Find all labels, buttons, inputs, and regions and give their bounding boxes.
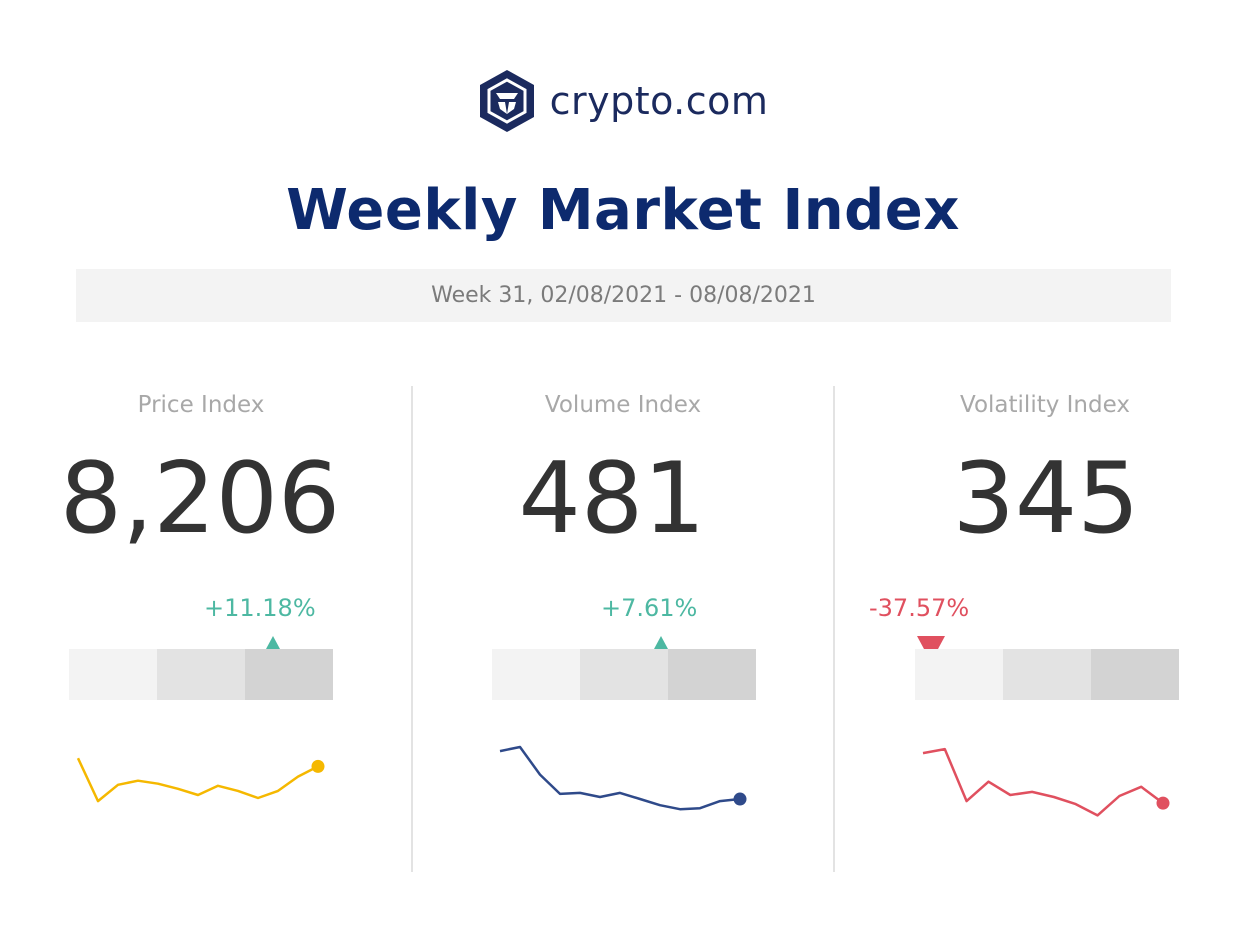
volatility-index-value: 345 — [952, 442, 1140, 556]
volatility-index-trend-sparkline — [922, 747, 1170, 817]
price-index-change: +11.18% — [204, 594, 316, 622]
price-index-level-band — [69, 649, 333, 700]
level-segment-medium — [157, 649, 245, 700]
brand-name: crypto.com — [549, 79, 769, 123]
volume-index-trend-sparkline — [499, 745, 747, 811]
volatility-index-change: -37.57% — [869, 594, 970, 622]
volatility-index-label: Volatility Index — [960, 392, 1130, 418]
week-range-text: Week 31, 02/08/2021 - 08/08/2021 — [431, 283, 816, 308]
level-segment-low — [69, 649, 157, 700]
price-index-trend-endpoint — [311, 759, 325, 773]
price-index-value: 8,206 — [59, 442, 341, 556]
price-index-label: Price Index — [137, 392, 265, 418]
volume-index-level-band — [492, 649, 756, 700]
volume-index-label: Volume Index — [544, 392, 702, 418]
level-segment-high — [1091, 649, 1179, 700]
volume-index-trend-endpoint — [733, 792, 747, 806]
volume-index-value: 481 — [518, 442, 706, 556]
level-segment-low — [492, 649, 580, 700]
page-title: Weekly Market Index — [286, 178, 960, 243]
level-segment-high — [668, 649, 756, 700]
level-segment-medium — [580, 649, 668, 700]
crypto-com-lion-shield-icon — [479, 70, 534, 132]
volatility-index-trend-endpoint — [1156, 796, 1170, 810]
brand-header: crypto.com — [0, 66, 1246, 136]
volatility-index-level-band — [915, 649, 1179, 700]
column-divider — [833, 386, 835, 872]
volume-index-trend-line — [499, 745, 741, 811]
price-index-trend-line — [76, 757, 319, 803]
week-range-bar: Week 31, 02/08/2021 - 08/08/2021 — [76, 269, 1171, 322]
price-index-trend-sparkline — [76, 757, 325, 803]
level-segment-high — [245, 649, 333, 700]
brand: crypto.com — [478, 68, 769, 134]
column-divider — [411, 386, 413, 872]
volatility-index-trend-line — [922, 747, 1164, 817]
level-segment-medium — [1003, 649, 1091, 700]
level-segment-low — [915, 649, 1003, 700]
volume-index-change: +7.61% — [601, 594, 698, 622]
